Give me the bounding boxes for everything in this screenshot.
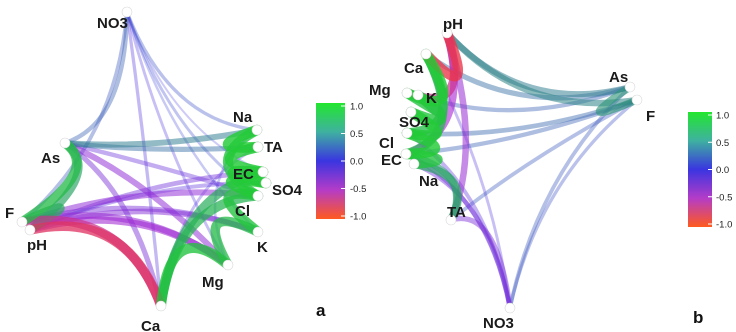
legend-tick-label: 0.5	[350, 129, 363, 140]
node-label-cl: Cl	[379, 135, 394, 152]
edge-As-F	[17, 138, 82, 227]
node-no3	[504, 302, 516, 314]
edge-pH-As	[444, 30, 633, 98]
node-no3	[121, 6, 133, 18]
node-label-as: As	[41, 150, 60, 167]
node-ta	[445, 214, 457, 226]
node-ec	[400, 148, 412, 160]
node-label-f: F	[5, 205, 14, 222]
node-cl	[401, 127, 413, 139]
panel-a-edges	[17, 9, 272, 312]
network-panel-a: NO3 Na TA EC SO4 Cl K Mg Ca pH F As a	[5, 6, 326, 332]
node-so4	[405, 106, 417, 118]
legend-tick-label: 0.0	[716, 165, 729, 176]
node-label-as: As	[609, 69, 628, 86]
color-scale-legend-b: 1.0 0.5 0.0 -0.5 -1.0	[688, 111, 732, 231]
legend-tick-label: 0.5	[716, 138, 729, 149]
node-label-ca: Ca	[141, 318, 161, 332]
node-ca	[155, 300, 167, 312]
edge-As-F	[595, 83, 641, 116]
node-label-so4: SO4	[272, 182, 303, 199]
panel-letter-b: b	[693, 308, 703, 327]
legend-tick-label: -1.0	[716, 220, 732, 231]
node-ph	[441, 27, 453, 39]
edge-NO3-Na	[411, 161, 513, 311]
edge-Cl-EC	[400, 127, 441, 160]
node-label-f: F	[646, 108, 655, 125]
node-cl	[252, 190, 264, 202]
legend-b-ticks: 1.0 0.5 0.0 -0.5 -1.0	[708, 111, 732, 231]
node-label-ta: TA	[447, 204, 466, 221]
edge-NO3-TA	[448, 215, 513, 311]
legend-tick-label: 1.0	[716, 111, 729, 122]
node-na	[251, 124, 263, 136]
panel-b-edges	[400, 27, 641, 311]
legend-tick-label: 0.0	[350, 157, 363, 168]
node-label-k: K	[257, 239, 268, 256]
node-label-ca: Ca	[404, 60, 424, 77]
node-as	[59, 137, 71, 149]
node-mg	[401, 87, 413, 99]
edge-F-NO3	[508, 98, 639, 310]
node-label-na: Na	[233, 109, 253, 126]
node-k	[412, 89, 424, 101]
edge-NO3-Ca	[125, 10, 163, 308]
legend-a-gradient-bar	[316, 103, 345, 219]
node-mg	[222, 259, 234, 271]
edge-As-Mg	[62, 140, 231, 268]
node-label-cl: Cl	[235, 203, 250, 220]
edge-Mg-Ca	[155, 242, 234, 312]
edge-F-TA	[449, 98, 639, 222]
node-label-ec: EC	[233, 166, 254, 183]
node-label-no3: NO3	[97, 15, 128, 32]
node-ec	[257, 166, 269, 178]
node-label-no3: NO3	[483, 315, 514, 332]
edge-NO3-EC	[126, 11, 264, 173]
panel-letter-a: a	[316, 301, 326, 320]
node-label-k: K	[426, 90, 437, 107]
node-f	[631, 94, 643, 106]
node-na	[408, 158, 420, 170]
color-scale-legend-a: 1.0 0.5 0.0 -0.5 -1.0	[316, 102, 366, 223]
node-so4	[260, 177, 272, 189]
node-label-ta: TA	[264, 139, 283, 156]
edge-SO4-Cl	[225, 174, 272, 202]
edge-NO3-Na	[125, 10, 259, 132]
node-label-mg: Mg	[202, 274, 224, 291]
edge-Ca-pH	[25, 221, 166, 311]
node-k	[252, 226, 264, 238]
node-ca	[420, 48, 432, 60]
node-label-so4: SO4	[399, 114, 430, 131]
node-as	[624, 81, 636, 93]
node-label-ph: pH	[27, 237, 47, 254]
legend-tick-label: -0.5	[350, 184, 366, 195]
legend-tick-label: -0.5	[716, 192, 732, 203]
node-label-na: Na	[419, 173, 439, 190]
node-label-ph: pH	[443, 16, 463, 33]
legend-tick-label: -1.0	[350, 212, 366, 223]
node-label-ec: EC	[381, 152, 402, 169]
node-ph	[24, 224, 36, 236]
node-ta	[252, 141, 264, 153]
node-label-mg: Mg	[369, 82, 391, 99]
panel-a-nodes: NO3 Na TA EC SO4 Cl K Mg Ca pH F As	[5, 6, 303, 332]
node-f	[16, 216, 28, 228]
edge-NO3-As	[62, 9, 130, 146]
legend-tick-label: 1.0	[350, 102, 363, 113]
legend-a-ticks: 1.0 0.5 0.0 -0.5 -1.0	[341, 102, 366, 223]
